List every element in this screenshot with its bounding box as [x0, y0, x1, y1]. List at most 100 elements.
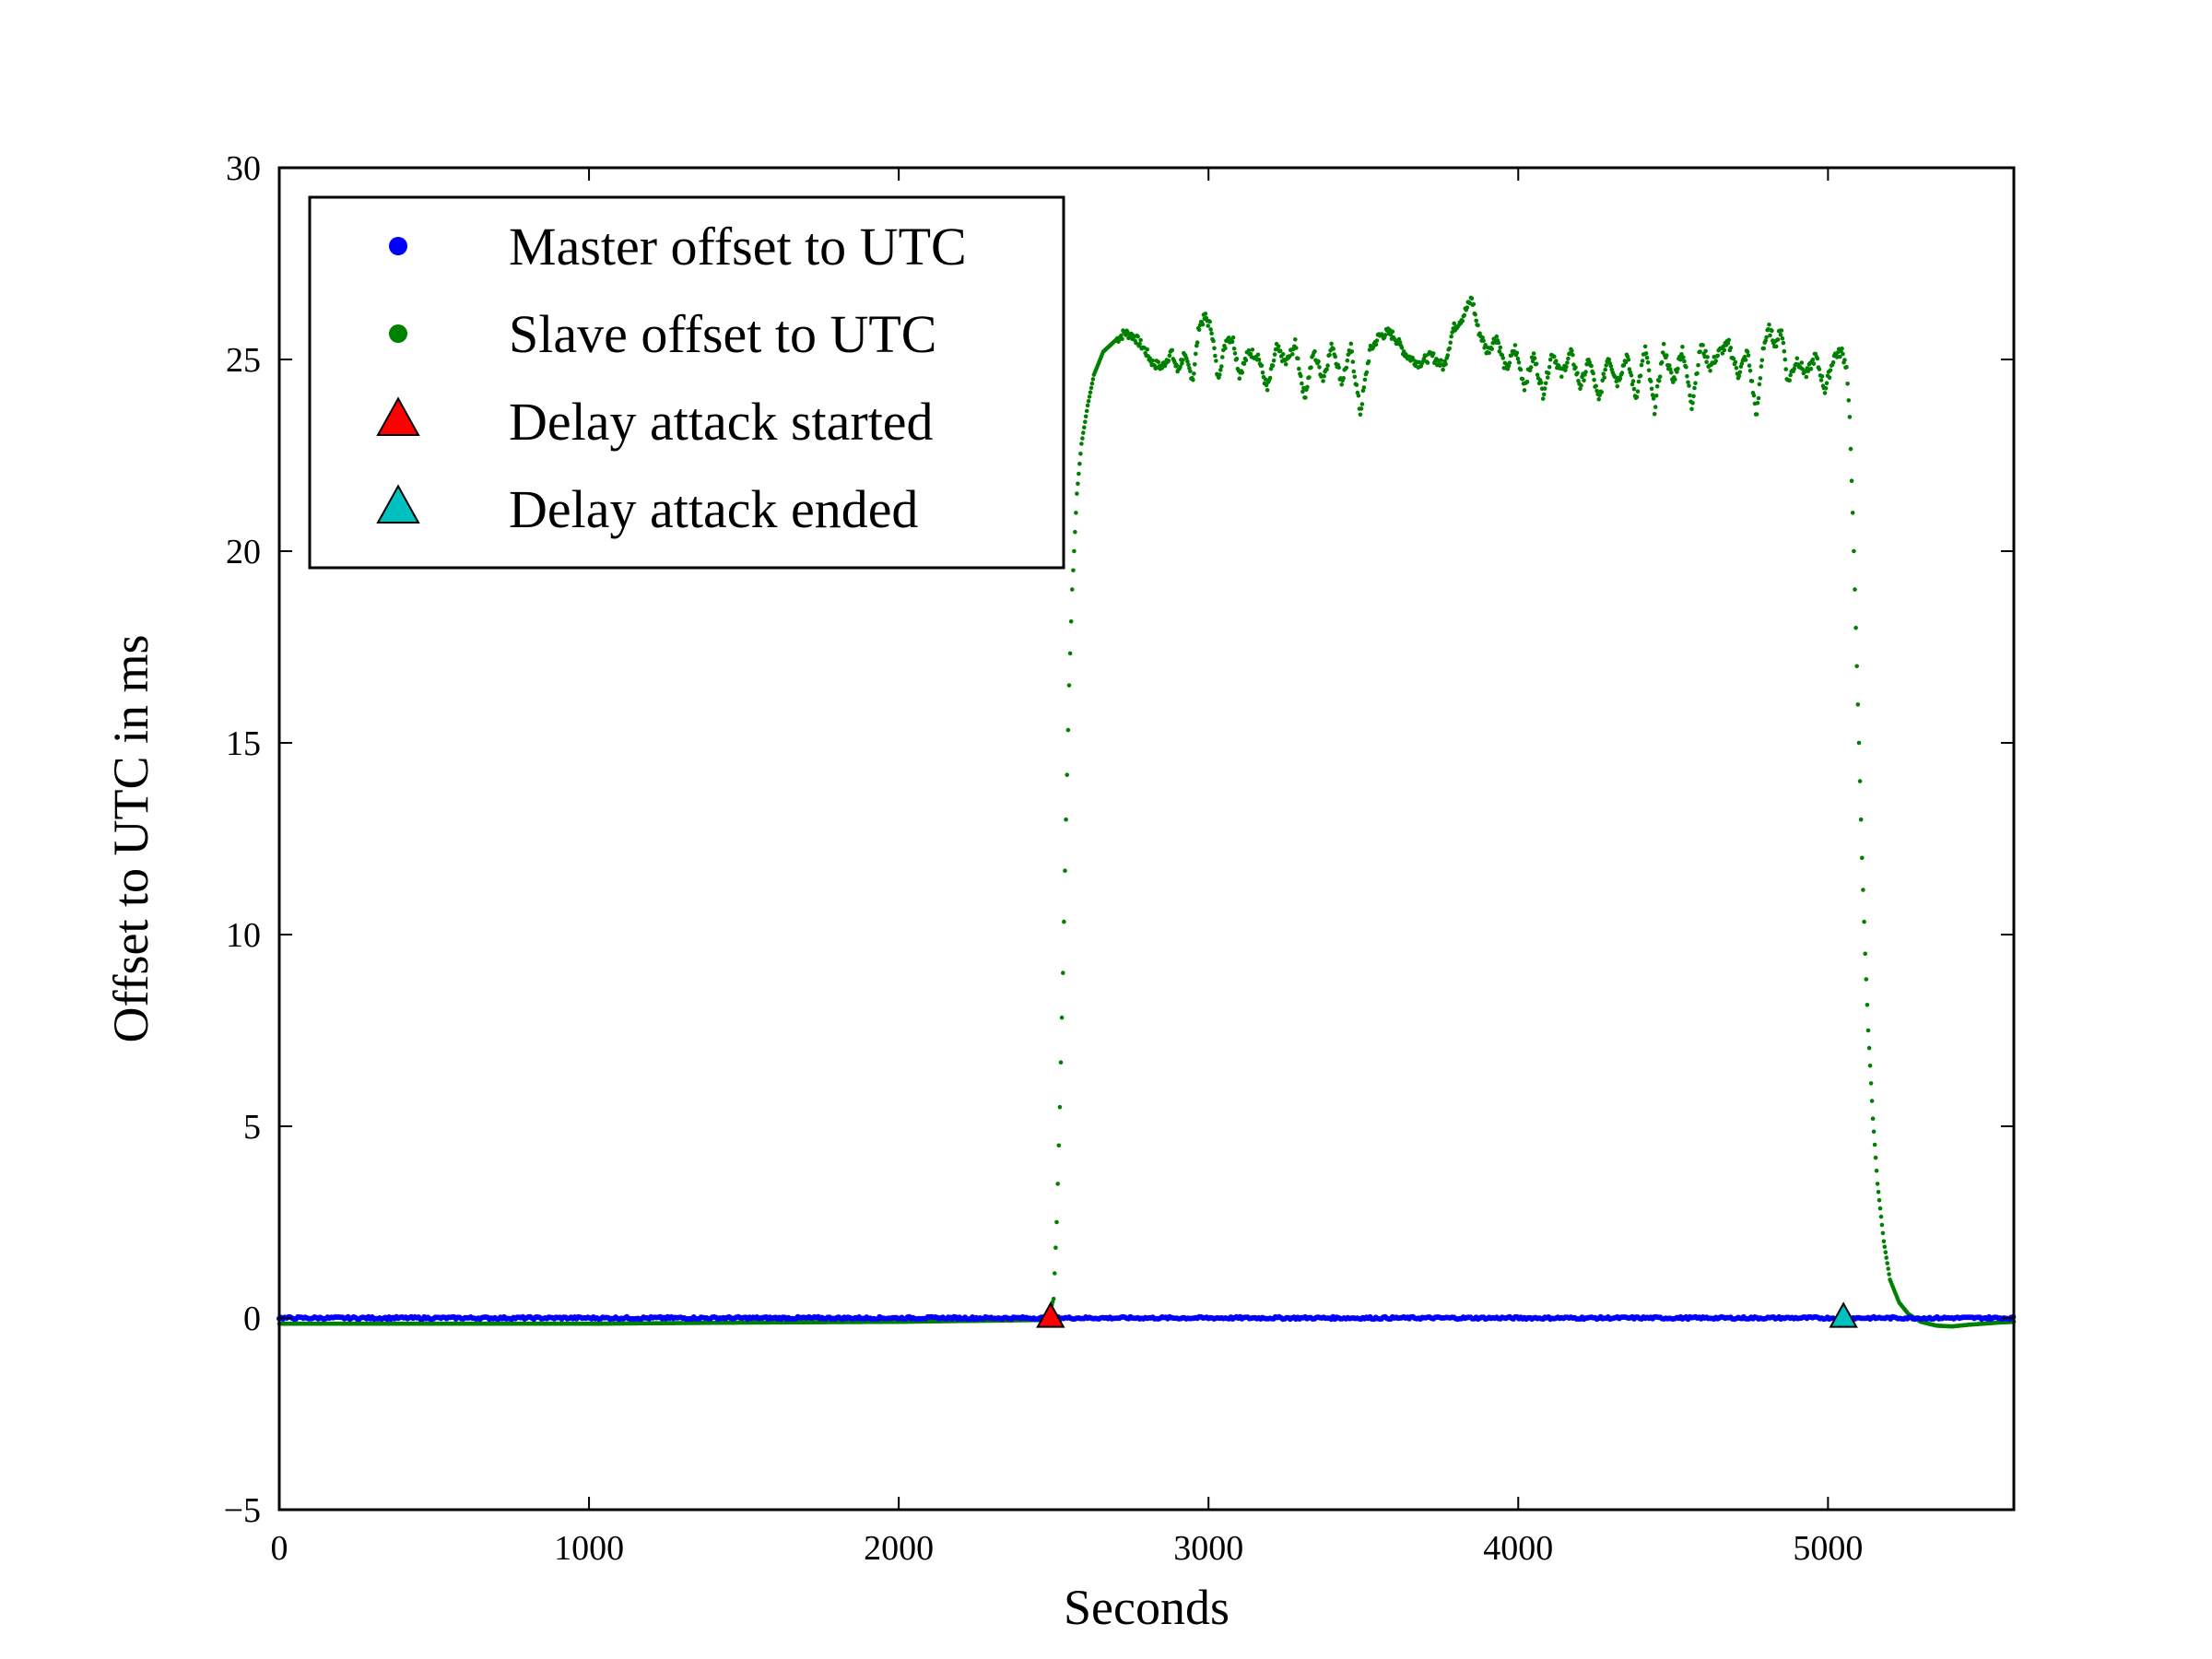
slave-point [1425, 360, 1430, 365]
slave-point [1713, 359, 1718, 363]
slave-point [1448, 340, 1453, 346]
slave-point [1496, 340, 1501, 346]
slave-point [1808, 366, 1814, 371]
slave-point [1618, 376, 1623, 382]
slave-point [1668, 367, 1673, 371]
slave-point [1397, 340, 1403, 345]
slave-point [1220, 355, 1225, 359]
slave-point [1194, 340, 1200, 345]
slave-point [1845, 382, 1850, 386]
slave-point [1715, 353, 1720, 359]
slave-point [1720, 351, 1725, 356]
slave-point [1804, 374, 1809, 380]
slave-point [1811, 361, 1817, 366]
slave-point [1855, 702, 1861, 707]
legend-label: Master offset to UTC [509, 217, 967, 276]
y-tick-label: 25 [226, 341, 261, 380]
slave-point [1088, 385, 1094, 391]
legend-label: Delay attack started [509, 392, 934, 452]
slave-point [1327, 352, 1332, 358]
slave-point [1885, 1261, 1889, 1265]
slave-point [1687, 383, 1691, 388]
slave-point [1360, 388, 1366, 394]
slave-point [1230, 339, 1235, 345]
slave-point [1167, 353, 1172, 359]
slave-point [1736, 373, 1742, 379]
slave-point [1659, 359, 1665, 365]
slave-point [1861, 888, 1865, 892]
slave-point [1300, 389, 1305, 394]
slave-point [1267, 375, 1273, 381]
slave-point [1875, 1182, 1880, 1186]
slave-point [1751, 393, 1757, 398]
slave-point [1265, 388, 1270, 393]
slave-point [1483, 343, 1488, 347]
slave-point [1120, 336, 1124, 342]
slave-point [1653, 394, 1659, 398]
slave-point [1787, 378, 1792, 383]
slave-point [1705, 355, 1710, 359]
slave-point [1688, 393, 1692, 398]
slave-point [1452, 321, 1456, 326]
slave-point [1878, 1214, 1884, 1219]
slave-point [1603, 367, 1607, 372]
legend-box [308, 195, 1065, 570]
slave-point [1599, 390, 1604, 394]
slave-point [1192, 371, 1196, 376]
slave-point [1471, 301, 1477, 307]
slave-point [1074, 511, 1078, 515]
slave-point [1747, 368, 1753, 373]
slave-point [1857, 779, 1863, 783]
slave-point [1848, 446, 1853, 452]
slave-point [1145, 347, 1149, 352]
master-series [276, 1313, 2017, 1323]
slave-point [1211, 338, 1216, 344]
slave-point [1782, 348, 1787, 354]
slave-point [1867, 1064, 1873, 1068]
slave-point [1780, 335, 1785, 341]
slave-point [1053, 1245, 1058, 1250]
slave-point [1280, 352, 1286, 357]
slave-point [1645, 360, 1651, 365]
slave-point [1307, 375, 1312, 380]
slave-point [1200, 322, 1206, 327]
slave-point [1686, 380, 1690, 385]
slave-point [1303, 395, 1308, 400]
slave-point [1657, 374, 1663, 380]
slave-point [1775, 337, 1781, 342]
slave-point [1844, 365, 1849, 370]
legend-swatch [389, 324, 407, 343]
slave-point [1827, 375, 1832, 381]
slave-point [1443, 361, 1448, 367]
slave-point [1534, 361, 1539, 367]
slave-point [1188, 369, 1193, 374]
slave-point [1759, 358, 1765, 363]
slave-point [1559, 374, 1564, 380]
slave-point [1623, 359, 1629, 365]
slave-point [1264, 382, 1269, 388]
slave-point [1870, 1116, 1876, 1121]
slave-point [1209, 331, 1214, 336]
slave-point [1669, 371, 1674, 375]
slave-point [1733, 359, 1738, 365]
slave-point [1698, 349, 1702, 354]
slave-point [1065, 772, 1069, 777]
slave-point [1575, 371, 1580, 376]
slave-point [1246, 347, 1252, 353]
slave-point [1399, 346, 1405, 350]
slave-point [1728, 346, 1734, 350]
slave-point [1316, 359, 1321, 364]
slave-point [1755, 401, 1760, 406]
slave-point [1749, 379, 1755, 383]
slave-point [1846, 398, 1852, 403]
slave-point [1817, 367, 1822, 371]
slave-point [1324, 367, 1329, 372]
y-tick-label: −5 [224, 1491, 261, 1530]
slave-point [1597, 393, 1602, 398]
slave-point [1071, 568, 1076, 573]
slave-point [1336, 365, 1341, 371]
slave-point [1627, 367, 1632, 371]
slave-point [1703, 348, 1708, 354]
slave-point [1206, 324, 1210, 328]
slave-point [1064, 817, 1068, 822]
